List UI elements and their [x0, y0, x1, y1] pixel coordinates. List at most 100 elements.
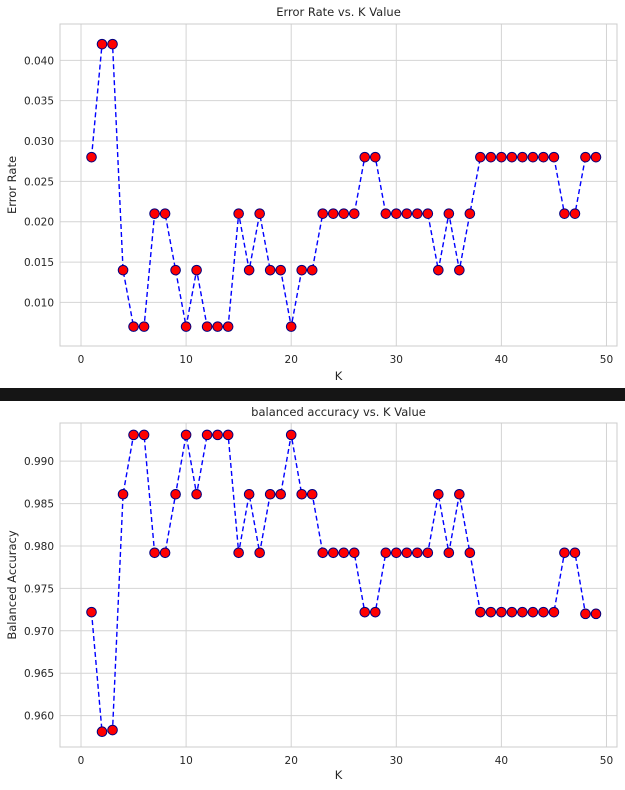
y-tick-label: 0.010 [24, 297, 54, 309]
data-point [191, 488, 202, 500]
y-axis-label: Balanced Accuracy [5, 530, 19, 640]
chart-title: balanced accuracy vs. K Value [251, 405, 426, 419]
data-point [86, 151, 97, 163]
data-point [96, 726, 108, 738]
data-point [180, 321, 192, 332]
data-point [359, 151, 371, 163]
data-point [548, 606, 560, 618]
data-point [107, 724, 118, 736]
y-tick-label: 0.960 [24, 711, 54, 723]
data-point [369, 606, 381, 618]
x-tick-label: 0 [78, 354, 85, 366]
data-point [159, 547, 171, 559]
data-point [485, 151, 497, 163]
data-point [580, 608, 591, 620]
data-point [212, 429, 223, 441]
data-point [464, 208, 476, 219]
y-tick-label: 0.030 [24, 136, 54, 148]
data-point [264, 264, 276, 276]
data-point [590, 608, 602, 620]
data-point [306, 488, 318, 500]
data-point [264, 488, 276, 500]
y-tick-label: 0.965 [24, 668, 54, 680]
y-axis-label: Error Rate [5, 156, 19, 214]
y-tick-label: 0.980 [24, 541, 54, 553]
data-point [569, 547, 581, 559]
data-point [559, 208, 570, 219]
data-point [412, 208, 423, 219]
data-point [86, 606, 97, 618]
data-point [454, 264, 465, 276]
series-line [90, 43, 596, 328]
y-tick-label: 0.035 [24, 96, 54, 108]
x-tick-label: 50 [600, 755, 613, 767]
data-point [590, 151, 602, 163]
x-tick-label: 30 [390, 755, 403, 767]
data-point [222, 321, 234, 332]
data-point [391, 547, 402, 559]
x-tick-label: 30 [390, 354, 403, 366]
y-tick-label: 0.025 [24, 176, 54, 188]
data-point [559, 547, 570, 559]
x-tick-label: 20 [285, 354, 298, 366]
chart-title: Error Rate vs. K Value [276, 5, 401, 19]
y-tick-label: 0.975 [24, 583, 54, 595]
data-point [348, 208, 360, 219]
data-point [191, 264, 202, 276]
y-tick-label: 0.015 [24, 257, 54, 269]
data-point [433, 488, 444, 500]
data-point [285, 429, 297, 441]
data-point [527, 151, 539, 163]
y-tick-label: 0.970 [24, 626, 54, 638]
data-point [254, 208, 265, 219]
data-point [170, 488, 181, 500]
data-point [464, 547, 476, 559]
data-point [359, 606, 371, 618]
error-rate-chart: 0 10 20 30 40 50 0.010 0.015 0.020 0.025 0.030 0.03… [5, 5, 618, 383]
data-point [128, 321, 139, 332]
data-point [506, 151, 518, 163]
y-tick-label: 0.990 [24, 456, 54, 468]
data-point [149, 547, 160, 559]
x-tick-label: 40 [495, 354, 508, 366]
x-tick-label: 0 [78, 755, 85, 767]
data-point [317, 208, 329, 219]
data-point [170, 264, 181, 276]
series-line [90, 434, 596, 733]
data-point [275, 488, 286, 500]
data-point [475, 606, 486, 618]
data-point [222, 429, 234, 441]
data-point [569, 208, 581, 219]
data-point [212, 321, 223, 332]
balanced-accuracy-chart: 0 10 20 30 40 50 0.960 0.965 0.970 0.975 0.980 0.98… [5, 405, 618, 782]
data-point [149, 208, 160, 219]
data-point [327, 547, 339, 559]
data-point [517, 151, 528, 163]
data-point [306, 264, 318, 276]
data-point [422, 208, 434, 219]
plot-frame [59, 23, 618, 347]
data-point [233, 547, 244, 559]
data-point [338, 547, 350, 559]
data-point [254, 547, 265, 559]
data-point [275, 264, 286, 276]
data-point [296, 488, 308, 500]
data-point [348, 547, 360, 559]
data-point [180, 429, 192, 441]
data-point [517, 606, 528, 618]
y-tick-label: 0.040 [24, 55, 54, 67]
data-point [454, 488, 465, 500]
x-axis-label: K [335, 768, 343, 782]
data-point [548, 151, 560, 163]
data-point [107, 38, 118, 50]
data-point [317, 547, 329, 559]
data-point [391, 208, 402, 219]
data-point [327, 208, 339, 219]
data-point [117, 264, 129, 276]
data-point [401, 208, 413, 219]
data-point [243, 264, 255, 276]
data-point [117, 488, 129, 500]
x-axis-label: K [335, 369, 343, 383]
data-point [506, 606, 518, 618]
data-point [285, 321, 297, 332]
